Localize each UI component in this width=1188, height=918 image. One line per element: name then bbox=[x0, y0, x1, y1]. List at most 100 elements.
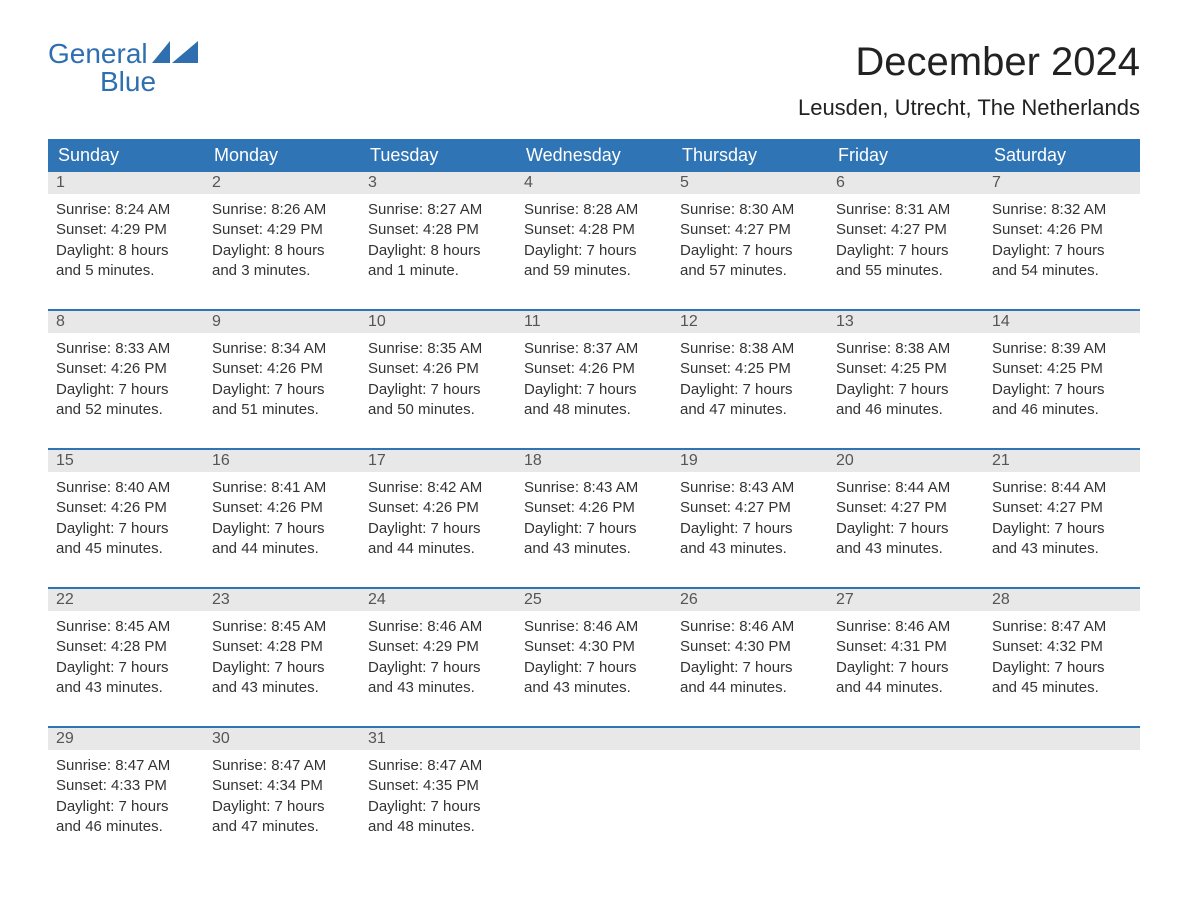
day-daylight2: and 44 minutes. bbox=[680, 678, 820, 698]
day-sunset: Sunset: 4:27 PM bbox=[680, 220, 820, 240]
day-sunset: Sunset: 4:28 PM bbox=[56, 637, 196, 657]
day-content: Sunrise: 8:31 AMSunset: 4:27 PMDaylight:… bbox=[828, 194, 984, 295]
day-daylight1: Daylight: 7 hours bbox=[524, 519, 664, 539]
day-daylight2: and 48 minutes. bbox=[368, 817, 508, 837]
day-number bbox=[984, 728, 1140, 750]
day-cell bbox=[828, 728, 984, 851]
day-sunrise: Sunrise: 8:46 AM bbox=[368, 617, 508, 637]
day-daylight1: Daylight: 7 hours bbox=[992, 658, 1132, 678]
day-cell: 4Sunrise: 8:28 AMSunset: 4:28 PMDaylight… bbox=[516, 172, 672, 295]
header: General Blue December 2024 Leusden, Utre… bbox=[48, 40, 1140, 121]
week-row: 22Sunrise: 8:45 AMSunset: 4:28 PMDayligh… bbox=[48, 587, 1140, 712]
day-daylight2: and 43 minutes. bbox=[524, 678, 664, 698]
day-number bbox=[828, 728, 984, 750]
day-number bbox=[672, 728, 828, 750]
day-daylight1: Daylight: 7 hours bbox=[524, 241, 664, 261]
day-daylight2: and 43 minutes. bbox=[680, 539, 820, 559]
day-daylight1: Daylight: 7 hours bbox=[368, 658, 508, 678]
day-sunset: Sunset: 4:26 PM bbox=[524, 359, 664, 379]
day-number: 12 bbox=[672, 311, 828, 333]
day-daylight2: and 48 minutes. bbox=[524, 400, 664, 420]
day-sunset: Sunset: 4:26 PM bbox=[992, 220, 1132, 240]
day-daylight2: and 43 minutes. bbox=[836, 539, 976, 559]
day-daylight2: and 51 minutes. bbox=[212, 400, 352, 420]
day-daylight2: and 43 minutes. bbox=[524, 539, 664, 559]
day-sunset: Sunset: 4:26 PM bbox=[56, 498, 196, 518]
day-sunrise: Sunrise: 8:44 AM bbox=[992, 478, 1132, 498]
week-row: 29Sunrise: 8:47 AMSunset: 4:33 PMDayligh… bbox=[48, 726, 1140, 851]
logo: General Blue bbox=[48, 40, 198, 96]
day-cell: 24Sunrise: 8:46 AMSunset: 4:29 PMDayligh… bbox=[360, 589, 516, 712]
day-number: 14 bbox=[984, 311, 1140, 333]
day-daylight1: Daylight: 7 hours bbox=[680, 519, 820, 539]
day-sunrise: Sunrise: 8:30 AM bbox=[680, 200, 820, 220]
day-sunset: Sunset: 4:31 PM bbox=[836, 637, 976, 657]
day-sunrise: Sunrise: 8:35 AM bbox=[368, 339, 508, 359]
day-cell: 14Sunrise: 8:39 AMSunset: 4:25 PMDayligh… bbox=[984, 311, 1140, 434]
day-content: Sunrise: 8:32 AMSunset: 4:26 PMDaylight:… bbox=[984, 194, 1140, 295]
day-sunrise: Sunrise: 8:38 AM bbox=[680, 339, 820, 359]
day-cell: 7Sunrise: 8:32 AMSunset: 4:26 PMDaylight… bbox=[984, 172, 1140, 295]
week-row: 15Sunrise: 8:40 AMSunset: 4:26 PMDayligh… bbox=[48, 448, 1140, 573]
day-daylight2: and 44 minutes. bbox=[212, 539, 352, 559]
day-sunrise: Sunrise: 8:46 AM bbox=[680, 617, 820, 637]
day-cell: 11Sunrise: 8:37 AMSunset: 4:26 PMDayligh… bbox=[516, 311, 672, 434]
day-daylight2: and 44 minutes. bbox=[836, 678, 976, 698]
day-daylight1: Daylight: 7 hours bbox=[680, 241, 820, 261]
day-sunrise: Sunrise: 8:27 AM bbox=[368, 200, 508, 220]
day-number: 15 bbox=[48, 450, 204, 472]
day-content: Sunrise: 8:35 AMSunset: 4:26 PMDaylight:… bbox=[360, 333, 516, 434]
day-sunset: Sunset: 4:29 PM bbox=[212, 220, 352, 240]
day-cell: 1Sunrise: 8:24 AMSunset: 4:29 PMDaylight… bbox=[48, 172, 204, 295]
day-daylight1: Daylight: 7 hours bbox=[212, 380, 352, 400]
day-header: Monday bbox=[204, 139, 360, 172]
day-content: Sunrise: 8:43 AMSunset: 4:27 PMDaylight:… bbox=[672, 472, 828, 573]
day-cell bbox=[984, 728, 1140, 851]
day-daylight1: Daylight: 7 hours bbox=[836, 658, 976, 678]
day-daylight2: and 43 minutes. bbox=[212, 678, 352, 698]
day-content: Sunrise: 8:47 AMSunset: 4:32 PMDaylight:… bbox=[984, 611, 1140, 712]
day-number: 23 bbox=[204, 589, 360, 611]
day-cell bbox=[516, 728, 672, 851]
day-header-row: Sunday Monday Tuesday Wednesday Thursday… bbox=[48, 139, 1140, 172]
day-daylight2: and 43 minutes. bbox=[992, 539, 1132, 559]
logo-text-2: Blue bbox=[48, 68, 156, 96]
day-cell: 15Sunrise: 8:40 AMSunset: 4:26 PMDayligh… bbox=[48, 450, 204, 573]
day-sunrise: Sunrise: 8:32 AM bbox=[992, 200, 1132, 220]
day-sunrise: Sunrise: 8:43 AM bbox=[524, 478, 664, 498]
day-cell: 13Sunrise: 8:38 AMSunset: 4:25 PMDayligh… bbox=[828, 311, 984, 434]
day-sunset: Sunset: 4:25 PM bbox=[680, 359, 820, 379]
day-daylight2: and 47 minutes. bbox=[680, 400, 820, 420]
day-number: 21 bbox=[984, 450, 1140, 472]
day-number: 30 bbox=[204, 728, 360, 750]
day-daylight1: Daylight: 7 hours bbox=[368, 380, 508, 400]
logo-text-1: General bbox=[48, 40, 148, 68]
day-cell: 31Sunrise: 8:47 AMSunset: 4:35 PMDayligh… bbox=[360, 728, 516, 851]
day-sunrise: Sunrise: 8:33 AM bbox=[56, 339, 196, 359]
day-daylight1: Daylight: 7 hours bbox=[992, 380, 1132, 400]
day-number: 24 bbox=[360, 589, 516, 611]
day-sunset: Sunset: 4:28 PM bbox=[212, 637, 352, 657]
day-daylight2: and 46 minutes. bbox=[992, 400, 1132, 420]
day-number: 31 bbox=[360, 728, 516, 750]
day-number: 18 bbox=[516, 450, 672, 472]
day-number: 7 bbox=[984, 172, 1140, 194]
day-daylight1: Daylight: 8 hours bbox=[368, 241, 508, 261]
day-daylight2: and 5 minutes. bbox=[56, 261, 196, 281]
day-number: 27 bbox=[828, 589, 984, 611]
day-number: 22 bbox=[48, 589, 204, 611]
day-content: Sunrise: 8:34 AMSunset: 4:26 PMDaylight:… bbox=[204, 333, 360, 434]
day-content: Sunrise: 8:47 AMSunset: 4:35 PMDaylight:… bbox=[360, 750, 516, 851]
week-row: 1Sunrise: 8:24 AMSunset: 4:29 PMDaylight… bbox=[48, 172, 1140, 295]
day-sunrise: Sunrise: 8:42 AM bbox=[368, 478, 508, 498]
day-sunrise: Sunrise: 8:34 AM bbox=[212, 339, 352, 359]
day-sunrise: Sunrise: 8:37 AM bbox=[524, 339, 664, 359]
day-sunset: Sunset: 4:26 PM bbox=[56, 359, 196, 379]
day-daylight2: and 46 minutes. bbox=[56, 817, 196, 837]
day-daylight1: Daylight: 7 hours bbox=[56, 797, 196, 817]
day-content: Sunrise: 8:38 AMSunset: 4:25 PMDaylight:… bbox=[672, 333, 828, 434]
day-number: 25 bbox=[516, 589, 672, 611]
day-sunrise: Sunrise: 8:38 AM bbox=[836, 339, 976, 359]
day-cell: 3Sunrise: 8:27 AMSunset: 4:28 PMDaylight… bbox=[360, 172, 516, 295]
day-cell: 27Sunrise: 8:46 AMSunset: 4:31 PMDayligh… bbox=[828, 589, 984, 712]
